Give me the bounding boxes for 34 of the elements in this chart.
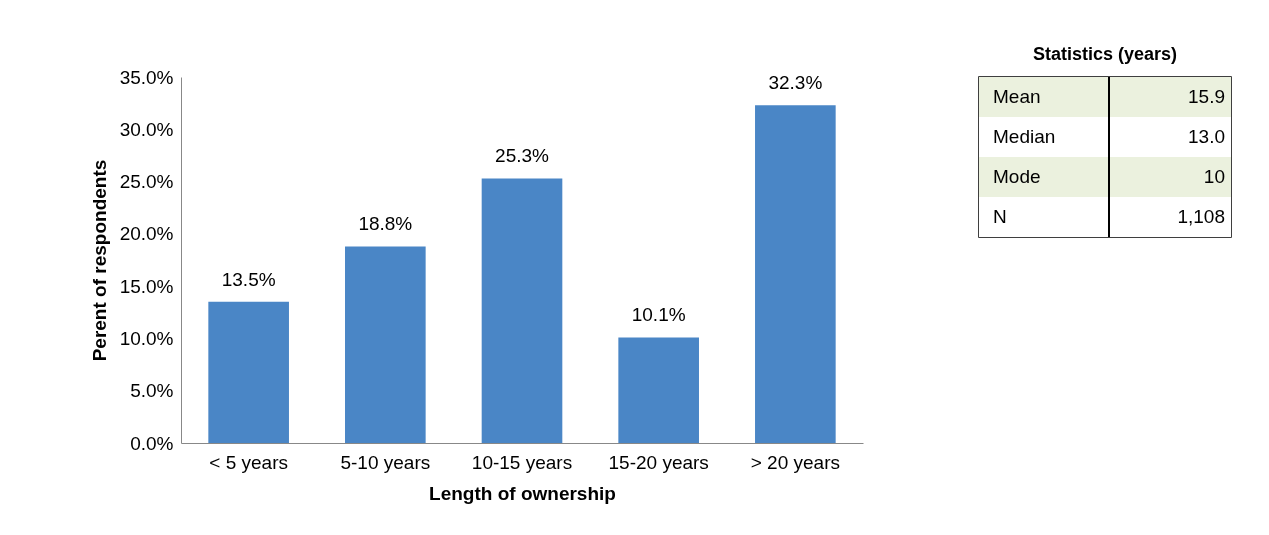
text: Statistics (years) [1032, 44, 1178, 65]
x-tick-label: 5-10 years [340, 451, 431, 473]
bar [208, 301, 289, 443]
x-tick-label: < 5 years [209, 451, 288, 473]
data-label: 32.3% [768, 72, 823, 94]
y-tick-label: 25.0% [119, 171, 174, 193]
y-tick-label: 35.0% [119, 66, 174, 88]
data-label: 18.8% [358, 213, 413, 235]
category-label: N [993, 206, 1007, 227]
y-tick-label: 10.0% [119, 327, 174, 349]
x-tick-label: 15-20 years [608, 451, 709, 473]
y-tick-label: 15.0% [119, 275, 174, 297]
data-label: 25.3% [495, 145, 550, 167]
category-label: Median [993, 126, 1056, 147]
data-label: 10.1% [631, 304, 686, 326]
y-tick-label: 20.0% [119, 223, 174, 245]
category-label: Mode [993, 166, 1041, 187]
y-tick-label: 0.0% [130, 432, 174, 454]
bar [481, 178, 563, 443]
bar [755, 105, 836, 443]
x-tick-label: 10-15 years [471, 451, 573, 473]
data-label: 13.5% [221, 268, 276, 290]
bar [345, 246, 426, 443]
x-axis-title: Length of ownership [429, 482, 616, 504]
x-tick-label: > 20 years [750, 451, 840, 473]
text: 15.9 [1188, 86, 1225, 107]
category-label: Mean [993, 86, 1041, 107]
y-axis-title: Perent of respondents [88, 159, 110, 362]
y-tick-label: 30.0% [119, 118, 174, 140]
text: 10 [1203, 166, 1225, 187]
bar [618, 337, 699, 443]
text: 1,108 [1177, 206, 1225, 227]
y-tick-label: 5.0% [130, 380, 174, 402]
text: 13.0 [1188, 126, 1225, 147]
